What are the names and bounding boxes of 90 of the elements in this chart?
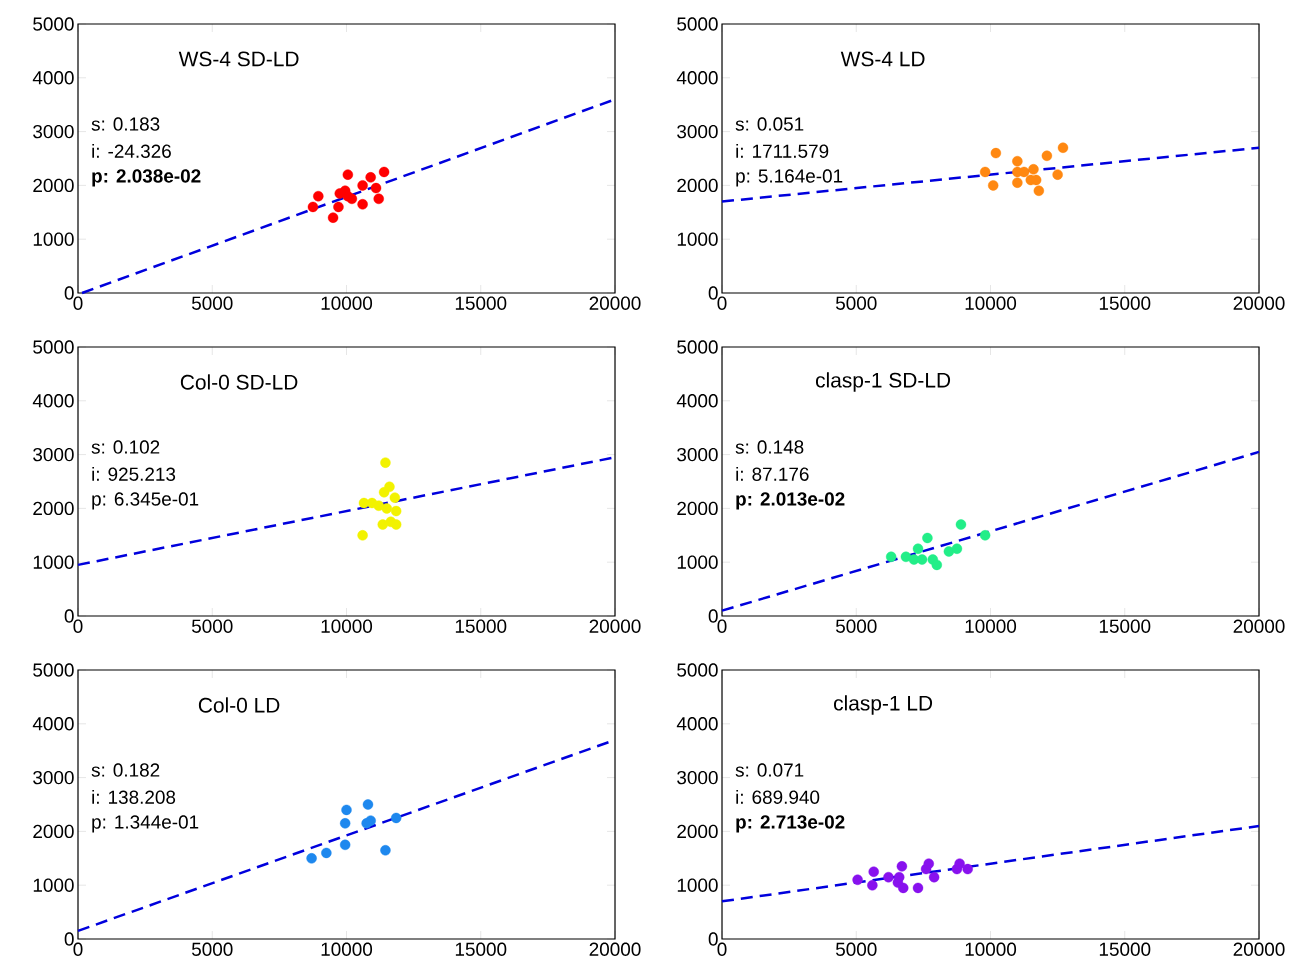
y-tick-label: 3000: [33, 447, 74, 462]
y-tick-label: 2000: [677, 178, 718, 193]
y-tick-label: 4000: [32, 71, 74, 85]
annotation: i: 925.213: [92, 467, 176, 481]
annotation: p: 2.013e-02: [736, 492, 845, 510]
annotation: i: 1711.579: [736, 144, 829, 158]
y-tick-label: 1000: [33, 555, 74, 569]
x-tick-label: 0: [717, 296, 727, 310]
y-tick-label: 3000: [677, 447, 718, 462]
y-tick-label: 5000: [677, 17, 718, 31]
y-tick-label: 1000: [33, 878, 74, 892]
x-tick-label: 15000: [455, 619, 507, 633]
x-tick-label: 10000: [965, 942, 1017, 956]
y-tick-label: 1000: [33, 232, 74, 246]
x-tick-label: 15000: [455, 942, 507, 956]
y-tick-label: 2000: [33, 501, 74, 516]
x-tick-label: 0: [73, 296, 83, 310]
annotation: i: 87.176: [736, 467, 809, 481]
y-tick-label: 0: [708, 286, 718, 300]
y-tick-label: 2000: [33, 824, 74, 839]
x-tick-label: 0: [73, 619, 83, 633]
y-tick-label: 3000: [677, 124, 718, 139]
x-tick-label: 20000: [589, 619, 641, 633]
x-tick-label: 15000: [1099, 296, 1151, 310]
y-tick-label: 2000: [33, 178, 74, 193]
x-tick-label: 15000: [1099, 942, 1151, 956]
x-tick-label: 10000: [965, 296, 1017, 310]
annotation: p: 2.038e-02: [92, 169, 201, 187]
y-tick-label: 2000: [677, 501, 718, 516]
x-tick-label: 5000: [835, 296, 877, 310]
x-tick-label: 20000: [1233, 942, 1285, 956]
x-tick-label: 5000: [835, 942, 877, 956]
text: clasp-1 LD: [834, 695, 933, 715]
x-tick-label: 10000: [321, 619, 373, 633]
y-tick-label: 4000: [32, 717, 74, 731]
annotation: s: 0.071: [735, 763, 804, 777]
y-tick-label: 3000: [677, 770, 718, 785]
annotation: s: 0.148: [735, 440, 804, 454]
x-tick-label: 20000: [589, 942, 641, 956]
y-tick-label: 0: [64, 286, 74, 300]
x-tick-label: 20000: [589, 296, 641, 310]
y-tick-label: 5000: [677, 663, 718, 677]
y-tick-label: 5000: [33, 340, 74, 354]
x-tick-label: 5000: [191, 296, 233, 310]
annotation: i: -24.326: [92, 144, 171, 158]
y-tick-label: 4000: [676, 71, 718, 85]
text: clasp-1 SD-LD: [815, 372, 951, 392]
y-tick-label: 2000: [677, 824, 718, 839]
x-tick-label: 10000: [321, 942, 373, 956]
y-tick-label: 0: [64, 932, 74, 946]
y-tick-label: 1000: [677, 555, 718, 569]
y-tick-label: 3000: [33, 770, 74, 785]
y-tick-label: 1000: [677, 232, 718, 246]
text: WS-4 SD-LD: [178, 51, 299, 67]
y-tick-label: 5000: [33, 663, 74, 677]
text: Col-0 LD: [198, 697, 280, 713]
y-tick-label: 5000: [677, 340, 718, 354]
x-tick-label: 10000: [321, 296, 373, 310]
x-tick-label: 5000: [191, 619, 233, 633]
x-tick-label: 5000: [835, 619, 877, 633]
x-tick-label: 20000: [1233, 619, 1285, 633]
annotation: s: 0.183: [91, 117, 160, 131]
x-tick-label: 0: [717, 619, 727, 633]
y-tick-label: 4000: [676, 394, 718, 408]
y-tick-label: 5000: [33, 17, 74, 31]
annotation: p: 6.345e-01: [92, 492, 199, 510]
x-tick-label: 20000: [1233, 296, 1285, 310]
x-tick-label: 0: [717, 942, 727, 956]
y-tick-label: 0: [708, 932, 718, 946]
y-tick-label: 0: [64, 609, 74, 623]
x-tick-label: 10000: [965, 619, 1017, 633]
text: WS-4 LD: [840, 51, 925, 67]
x-tick-label: 5000: [191, 942, 233, 956]
text: Col-0 SD-LD: [180, 374, 298, 390]
annotation: p: 2.713e-02: [736, 815, 845, 833]
y-tick-label: 4000: [676, 717, 718, 731]
annotation: p: 5.164e-01: [736, 169, 843, 187]
annotation: i: 138.208: [92, 790, 176, 804]
y-tick-label: 0: [708, 609, 718, 623]
annotation: s: 0.182: [91, 763, 160, 777]
annotation: i: 689.940: [736, 790, 820, 804]
y-tick-label: 3000: [33, 124, 74, 139]
annotation: p: 1.344e-01: [92, 815, 199, 833]
annotation: s: 0.051: [735, 117, 804, 131]
annotation: s: 0.102: [91, 440, 160, 454]
x-tick-label: 15000: [1099, 619, 1151, 633]
x-tick-label: 15000: [455, 296, 507, 310]
y-tick-label: 4000: [32, 394, 74, 408]
x-tick-label: 0: [73, 942, 83, 956]
y-tick-label: 1000: [677, 878, 718, 892]
